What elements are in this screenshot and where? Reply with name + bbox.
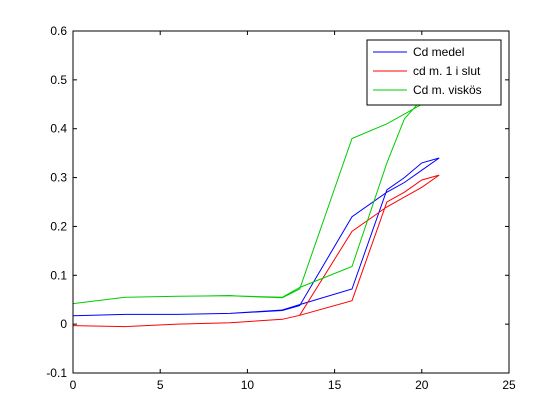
y-tick-label: 0.3 [50, 171, 67, 185]
legend-label-1: Cd medel [413, 45, 464, 59]
series-line-2 [72, 174, 440, 328]
y-tick-label: 0.6 [50, 24, 67, 38]
plot-frame [72, 30, 510, 374]
x-tick-label: 25 [502, 378, 516, 392]
legend-label-3: Cd m. viskös [413, 83, 482, 97]
y-tick-label: 0.2 [50, 219, 67, 233]
x-axis: 0 5 10 15 20 25 [70, 31, 516, 392]
x-tick-label: 10 [241, 378, 255, 392]
y-tick-label: 0.4 [50, 122, 67, 136]
y-tick-label: -0.1 [46, 366, 67, 380]
legend-box [366, 39, 502, 106]
x-tick-label: 20 [415, 378, 429, 392]
y-tick-label: 0.5 [50, 73, 67, 87]
y-tick-label: 0.1 [50, 268, 67, 282]
y-tick-label: 0 [60, 317, 67, 331]
x-tick-label: 5 [157, 378, 164, 392]
series-line-1 [72, 157, 440, 317]
x-tick-label: 15 [328, 378, 342, 392]
y-axis: -0.1 0 0.1 0.2 0.3 0.4 0.5 0.6 [46, 24, 509, 380]
legend: Cd medel cd m. 1 i slut Cd m. viskös [366, 39, 502, 106]
x-tick-label: 0 [70, 378, 77, 392]
legend-label-2: cd m. 1 i slut [413, 64, 481, 78]
